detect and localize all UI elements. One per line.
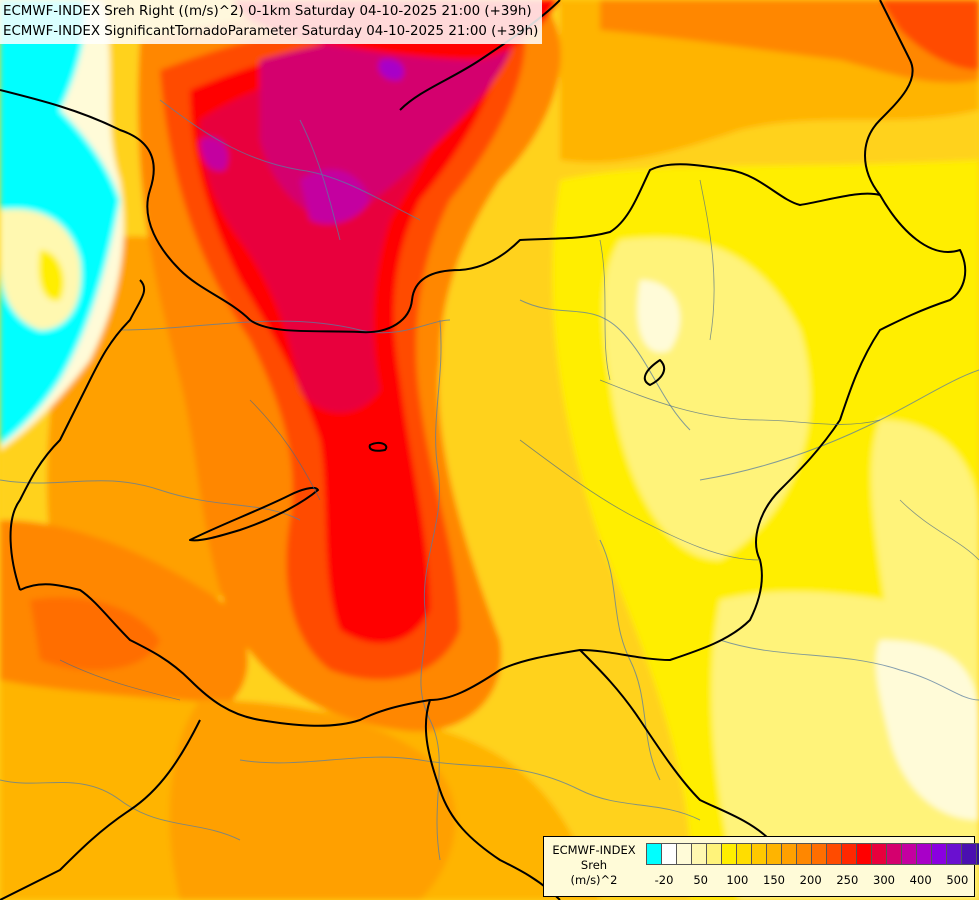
legend-swatch <box>871 843 887 865</box>
legend-unit: (m/s)^2 <box>570 873 618 887</box>
legend-tick: 400 <box>909 873 932 887</box>
legend-swatch <box>931 843 947 865</box>
legend-swatch <box>886 843 902 865</box>
title-line-2: ECMWF-INDEX SignificantTornadoParameter … <box>3 24 539 39</box>
legend-model: ECMWF-INDEX <box>552 843 636 857</box>
legend-tick: 300 <box>873 873 895 887</box>
title-line-1: ECMWF-INDEX Sreh Right ((m/s)^2) 0-1km S… <box>3 4 532 19</box>
map-title: ECMWF-INDEX Sreh Right ((m/s)^2) 0-1km S… <box>0 0 543 44</box>
legend-swatch <box>946 843 962 865</box>
rivers <box>0 99 979 861</box>
legend-swatch <box>961 843 977 865</box>
legend-ticks: -2050100150200250300400500700 <box>646 873 970 889</box>
legend-swatch <box>781 843 797 865</box>
legend-swatch <box>796 843 812 865</box>
legend-variable: Sreh <box>580 858 608 872</box>
legend-swatch <box>856 843 872 865</box>
legend-swatch <box>901 843 917 865</box>
legend-swatch <box>826 843 842 865</box>
legend-tick: 500 <box>946 873 969 887</box>
legend-swatch <box>676 843 692 865</box>
legend-swatch <box>646 843 662 865</box>
legend-swatches <box>646 843 979 865</box>
legend-tick: 50 <box>693 873 708 887</box>
legend-swatch <box>736 843 752 865</box>
legend-tick: 250 <box>836 873 859 887</box>
legend-swatch <box>706 843 722 865</box>
legend-tick: 150 <box>763 873 785 887</box>
legend-tick: -20 <box>654 873 674 887</box>
color-legend: ECMWF-INDEX Sreh (m/s)^2 -20 50 100 150 200 2… <box>543 836 979 897</box>
legend-swatch <box>691 843 707 865</box>
legend-swatch <box>661 843 677 865</box>
legend-tick: 200 <box>799 873 822 887</box>
legend-tick: 100 <box>726 873 749 887</box>
regional-borders <box>59 179 979 701</box>
legend-swatch <box>766 843 782 865</box>
legend-swatch <box>841 843 857 865</box>
legend-swatch <box>751 843 767 865</box>
legend-label: ECMWF-INDEX Sreh (m/s)^2 <box>546 843 642 888</box>
legend-swatch <box>721 843 737 865</box>
legend-swatch <box>916 843 932 865</box>
legend-swatch <box>811 843 827 865</box>
legend-swatch <box>976 843 979 865</box>
